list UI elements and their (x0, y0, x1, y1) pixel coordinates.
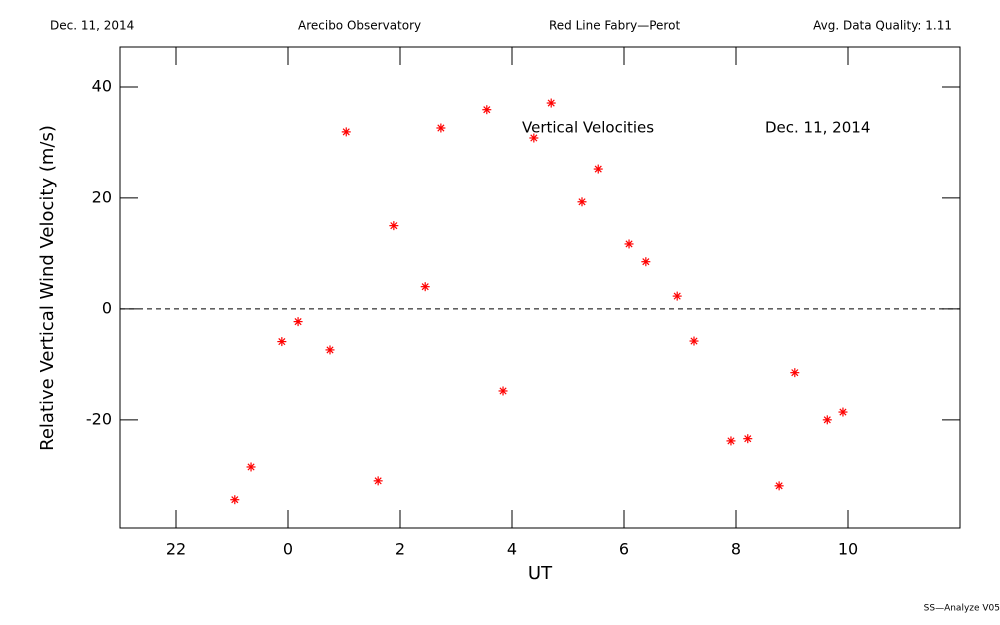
x-tick-label: 0 (283, 540, 293, 559)
marker-stroke (775, 482, 783, 490)
x-tick-label: 4 (507, 540, 517, 559)
data-point (420, 282, 430, 292)
data-point (822, 415, 832, 425)
marker-stroke (823, 416, 831, 424)
marker-stroke (326, 346, 334, 354)
data-point (743, 434, 753, 444)
data-point (436, 123, 446, 133)
marker-stroke (594, 165, 602, 173)
marker-stroke (642, 258, 650, 266)
header-date: Dec. 11, 2014 (50, 19, 134, 33)
x-axis-label: UT (528, 563, 553, 584)
marker-stroke (744, 435, 752, 443)
data-point (641, 257, 651, 267)
marker-stroke (390, 222, 398, 230)
marker-stroke (421, 283, 429, 291)
y-axis-label: Relative Vertical Wind Velocity (m/s) (37, 125, 58, 451)
data-point (341, 127, 351, 137)
marker-stroke (278, 338, 286, 346)
marker-stroke (374, 477, 382, 485)
data-point (293, 317, 303, 327)
data-point (577, 197, 587, 207)
data-point (672, 291, 682, 301)
data-point (325, 345, 335, 355)
marker-stroke (499, 387, 507, 395)
data-point (389, 221, 399, 231)
y-tick-label: 40 (92, 76, 112, 95)
y-tick-label: -20 (86, 409, 112, 428)
data-point (529, 133, 539, 143)
annotation: Vertical Velocities (522, 119, 654, 137)
plot-frame (119, 46, 961, 529)
header-site: Arecibo Observatory (298, 19, 421, 33)
data-point (790, 368, 800, 378)
marker-stroke (673, 292, 681, 300)
footer: SS—Analyze V05 (924, 604, 1000, 614)
data-point (482, 105, 492, 115)
marker-stroke (625, 240, 633, 248)
data-point (726, 436, 736, 446)
data-point (593, 164, 603, 174)
marker-stroke (530, 134, 538, 142)
data-point (546, 98, 556, 108)
header-quality: Avg. Data Quality: 1.11 (813, 19, 952, 33)
data-point (277, 337, 287, 347)
x-tick-label: 22 (166, 540, 186, 559)
y-tick-label: 0 (102, 298, 112, 317)
x-tick-label: 8 (731, 540, 741, 559)
data-point (498, 386, 508, 396)
marker-stroke (294, 318, 302, 326)
data-point (774, 481, 784, 491)
marker-stroke (342, 128, 350, 136)
annotation: Dec. 11, 2014 (765, 119, 870, 137)
data-point (838, 407, 848, 417)
y-tick-label: 20 (92, 187, 112, 206)
data-point (373, 476, 383, 486)
data-point (246, 462, 256, 472)
marker-stroke (791, 369, 799, 377)
marker-stroke (483, 106, 491, 114)
data-point (624, 239, 634, 249)
header-instrument: Red Line Fabry—Perot (549, 19, 680, 33)
marker-stroke (231, 496, 239, 504)
x-tick-label: 2 (395, 540, 405, 559)
marker-stroke (690, 337, 698, 345)
data-point (230, 495, 240, 505)
marker-stroke (547, 99, 555, 107)
marker-stroke (578, 198, 586, 206)
marker-stroke (727, 437, 735, 445)
marker-stroke (247, 463, 255, 471)
data-point (689, 336, 699, 346)
marker-stroke (839, 408, 847, 416)
x-tick-label: 6 (619, 540, 629, 559)
marker-stroke (437, 124, 445, 132)
x-tick-label: 10 (838, 540, 858, 559)
